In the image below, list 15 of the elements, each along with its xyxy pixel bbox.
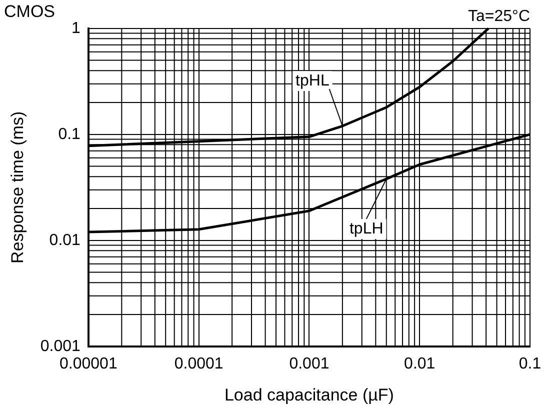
x-tick-label: 0.01 [404,355,436,372]
x-tick-label: 0.001 [289,355,330,372]
y-axis-title: Response time (ms) [8,111,27,264]
x-tick-label: 0.1 [518,355,542,372]
annotation: tpHL [296,72,330,90]
chart-title: CMOS [4,2,55,21]
x-tick-label: 0.00001 [60,355,118,372]
x-tick-label: 0.0001 [174,355,224,372]
x-axis-title: Load capacitance (µF) [224,385,394,404]
y-tick-label: 0.001 [40,338,81,355]
y-tick-label: 0.01 [49,232,81,249]
annotation: tpLH [349,220,384,238]
y-tick-label: 0.1 [58,126,81,143]
text: Ta=25°C [468,8,530,25]
y-tick-label: 1 [72,20,81,37]
